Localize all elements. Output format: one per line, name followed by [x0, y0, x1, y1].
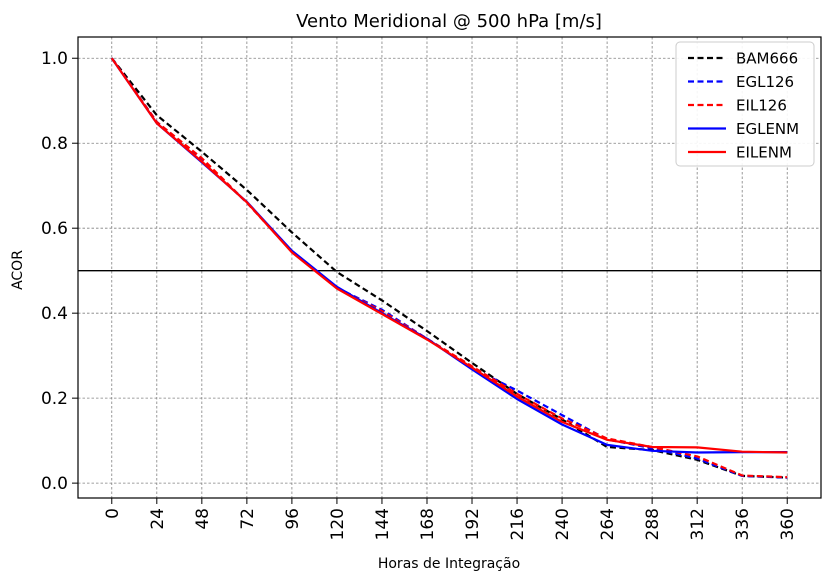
x-tick-label: 72	[238, 508, 258, 530]
x-tick-label: 312	[688, 508, 708, 540]
series-group	[110, 57, 788, 479]
x-tick-label: 48	[193, 508, 213, 530]
series-line-eilenm	[110, 57, 788, 454]
x-tick-label: 168	[418, 508, 438, 540]
legend-label: EILENM	[736, 144, 792, 162]
x-tick-label: 0	[103, 508, 123, 519]
x-tick-label: 144	[373, 508, 393, 540]
x-tick-label: 264	[598, 508, 618, 540]
x-axis: 0 24 48 72 96 120 144 168 192 216 240 264 288 312 336 3…	[103, 498, 798, 540]
y-tick-label: 1.0	[41, 49, 68, 69]
x-tick-label: 216	[508, 508, 528, 540]
y-tick-label: 0.4	[41, 304, 68, 324]
x-tick-label: 288	[643, 508, 663, 540]
legend-label: BAM666	[736, 50, 798, 68]
y-axis-label: ACOR	[10, 250, 26, 290]
plot-frame	[77, 36, 822, 499]
x-tick-label: 336	[733, 508, 753, 540]
x-tick-label: 24	[148, 508, 168, 530]
y-tick-label: 0.6	[41, 219, 68, 239]
chart-title: Vento Meridional @ 500 hPa [m/s]	[296, 11, 602, 32]
series-line-bam666	[110, 57, 788, 479]
legend-box	[675, 41, 815, 167]
legend-label: EGLENM	[736, 120, 799, 138]
x-tick-label: 120	[328, 508, 348, 540]
legend: BAM666 EGL126 EIL126 EGLENM EILENM	[675, 41, 815, 167]
y-tick-label: 0.8	[41, 134, 68, 154]
x-tick-label: 192	[463, 508, 483, 540]
x-axis-label: Horas de Integração	[378, 556, 520, 572]
x-tick-label: 240	[553, 508, 573, 540]
grid	[78, 37, 821, 498]
x-tick-label: 96	[283, 508, 303, 530]
y-tick-label: 0.0	[41, 474, 68, 494]
y-axis: 0.0 0.2 0.4 0.6 0.8 1.0	[41, 49, 78, 494]
series-line-eil126	[110, 57, 788, 479]
legend-label: EIL126	[736, 97, 787, 115]
y-tick-label: 0.2	[41, 389, 68, 409]
legend-label: EGL126	[736, 73, 794, 91]
x-tick-label: 360	[778, 508, 798, 540]
